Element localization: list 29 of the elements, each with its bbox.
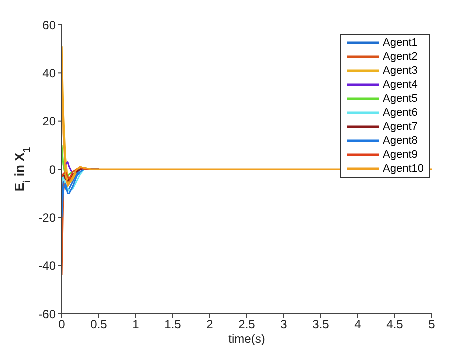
x-tick-label: 2: [206, 318, 214, 332]
legend-label: Agent9: [383, 149, 418, 161]
x-tick-label: 1.5: [164, 318, 182, 332]
legend-label: Agent4: [383, 79, 418, 91]
legend-label: Agent5: [383, 93, 418, 105]
legend-label: Agent7: [383, 121, 418, 133]
x-tick-label: 4.5: [386, 318, 404, 332]
y-tick-label: 40: [42, 66, 56, 80]
y-tick-label: 20: [42, 114, 56, 129]
legend-label: Agent10: [383, 163, 424, 175]
x-axis-title: time(s): [228, 332, 266, 346]
y-tick-label: -20: [38, 210, 56, 225]
legend-label: Agent1: [383, 37, 418, 49]
legend-label: Agent6: [383, 107, 418, 119]
x-tick-label: 0: [58, 318, 66, 332]
y-tick-label: 0: [49, 162, 56, 177]
x-tick-label: 1: [132, 318, 140, 332]
y-tick-label: -40: [38, 259, 56, 274]
legend-label: Agent2: [383, 51, 418, 63]
legend-label: Agent8: [383, 135, 418, 147]
x-tick-label: 2.5: [238, 318, 256, 332]
x-tick-label: 4: [354, 318, 362, 332]
x-tick-label: 0.5: [90, 318, 108, 332]
y-tick-label: -60: [38, 307, 56, 322]
legend-label: Agent3: [383, 65, 418, 77]
x-tick-label: 5: [428, 318, 436, 332]
x-tick-label: 3.5: [312, 318, 330, 332]
y-tick-label: 60: [42, 18, 56, 32]
x-tick-label: 3: [280, 318, 288, 332]
